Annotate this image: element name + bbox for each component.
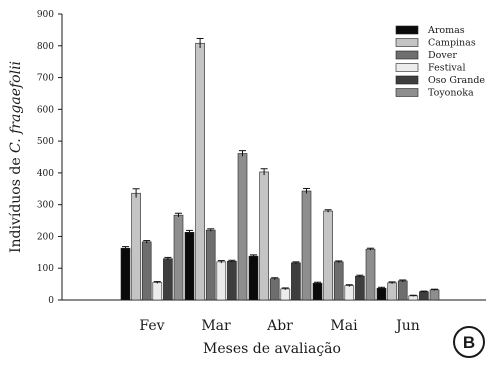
bar-oso-grande-mai xyxy=(355,275,365,301)
panel-badge-label: B xyxy=(463,333,475,352)
y-axis: 0 100 200 300 400 500 600 700 800 900 xyxy=(37,10,63,306)
x-tick-label: Jun xyxy=(394,318,420,334)
panel-badge: B xyxy=(453,326,485,358)
bar-aromas-fev xyxy=(120,247,131,301)
bar-oso-grande-jun xyxy=(419,291,429,301)
bar-campinas-abr xyxy=(259,171,269,301)
y-tick-label: 500 xyxy=(37,137,54,147)
y-axis-title-species: C. fragaefolii xyxy=(8,61,24,153)
legend-swatch xyxy=(395,38,419,47)
legend-label: Festival xyxy=(428,63,466,74)
bar-aromas-mar xyxy=(184,232,195,301)
legend-swatch xyxy=(395,25,419,35)
legend-label: Dover xyxy=(428,50,457,61)
bar-dover-abr xyxy=(269,278,280,301)
legend-swatch xyxy=(395,88,419,97)
y-tick-label: 400 xyxy=(37,169,54,179)
bar-campinas-jun xyxy=(387,282,397,301)
bar-toyonoka-fev xyxy=(173,214,184,301)
bar-toyonoka-mai xyxy=(365,248,376,301)
bar-festival-mai xyxy=(344,285,355,301)
legend-swatch xyxy=(395,75,419,85)
x-axis: Fev Mar Abr Mai Jun xyxy=(62,299,486,334)
x-ticks: Fev Mar Abr Mai Jun xyxy=(139,318,419,334)
bar-toyonoka-mar xyxy=(237,153,248,301)
bar-dover-fev xyxy=(141,241,152,301)
y-tick-label: 100 xyxy=(37,264,54,274)
error-bars xyxy=(122,37,438,297)
legend-label: Oso Grande xyxy=(428,75,485,86)
bar-oso-grande-abr xyxy=(291,262,301,301)
y-axis-title: Indivíduos de C. fragaefolii xyxy=(8,61,24,253)
bar-festival-fev xyxy=(152,282,163,301)
y-tick-label: 600 xyxy=(37,105,54,115)
legend-swatch xyxy=(395,63,419,72)
legend-label: Campinas xyxy=(428,38,476,49)
bar-oso-grande-fev xyxy=(163,258,173,301)
legend-label: Toyonoka xyxy=(428,88,474,99)
legend-label: Aromas xyxy=(427,25,465,36)
y-tick-label: 900 xyxy=(37,10,54,20)
y-tick-label: 800 xyxy=(37,42,54,52)
x-tick-label: Mar xyxy=(201,318,231,334)
bar-toyonoka-abr xyxy=(301,190,312,301)
bar-campinas-mar xyxy=(195,42,205,301)
y-axis-title-prefix: Indivíduos de xyxy=(8,153,24,253)
bar-campinas-mai xyxy=(323,210,333,301)
bars xyxy=(120,42,440,301)
bar-aromas-abr xyxy=(248,255,259,301)
y-tick-label: 0 xyxy=(48,296,54,306)
x-axis-title: Meses de avaliação xyxy=(203,341,341,357)
bar-festival-mar xyxy=(216,261,227,301)
bar-aromas-jun xyxy=(376,287,387,301)
bar-campinas-fev xyxy=(131,192,141,301)
bar-dover-mar xyxy=(205,229,216,301)
x-tick-label: Mai xyxy=(330,318,358,334)
x-tick-label: Abr xyxy=(266,318,293,334)
y-tick-label: 300 xyxy=(37,201,54,211)
x-tick-label: Fev xyxy=(139,318,164,334)
legend-swatch xyxy=(395,50,419,60)
bar-festival-abr xyxy=(280,288,291,301)
panel-badge-circle xyxy=(453,326,485,358)
y-tick-label: 200 xyxy=(37,232,54,242)
y-ticks: 0 100 200 300 400 500 600 700 800 900 xyxy=(37,10,62,306)
y-tick-label: 700 xyxy=(37,74,54,84)
bar-toyonoka-jun xyxy=(429,289,440,301)
bar-aromas-mai xyxy=(312,282,323,301)
bar-dover-mai xyxy=(333,261,344,301)
bar-dover-jun xyxy=(397,280,408,301)
bar-oso-grande-mar xyxy=(227,260,237,301)
